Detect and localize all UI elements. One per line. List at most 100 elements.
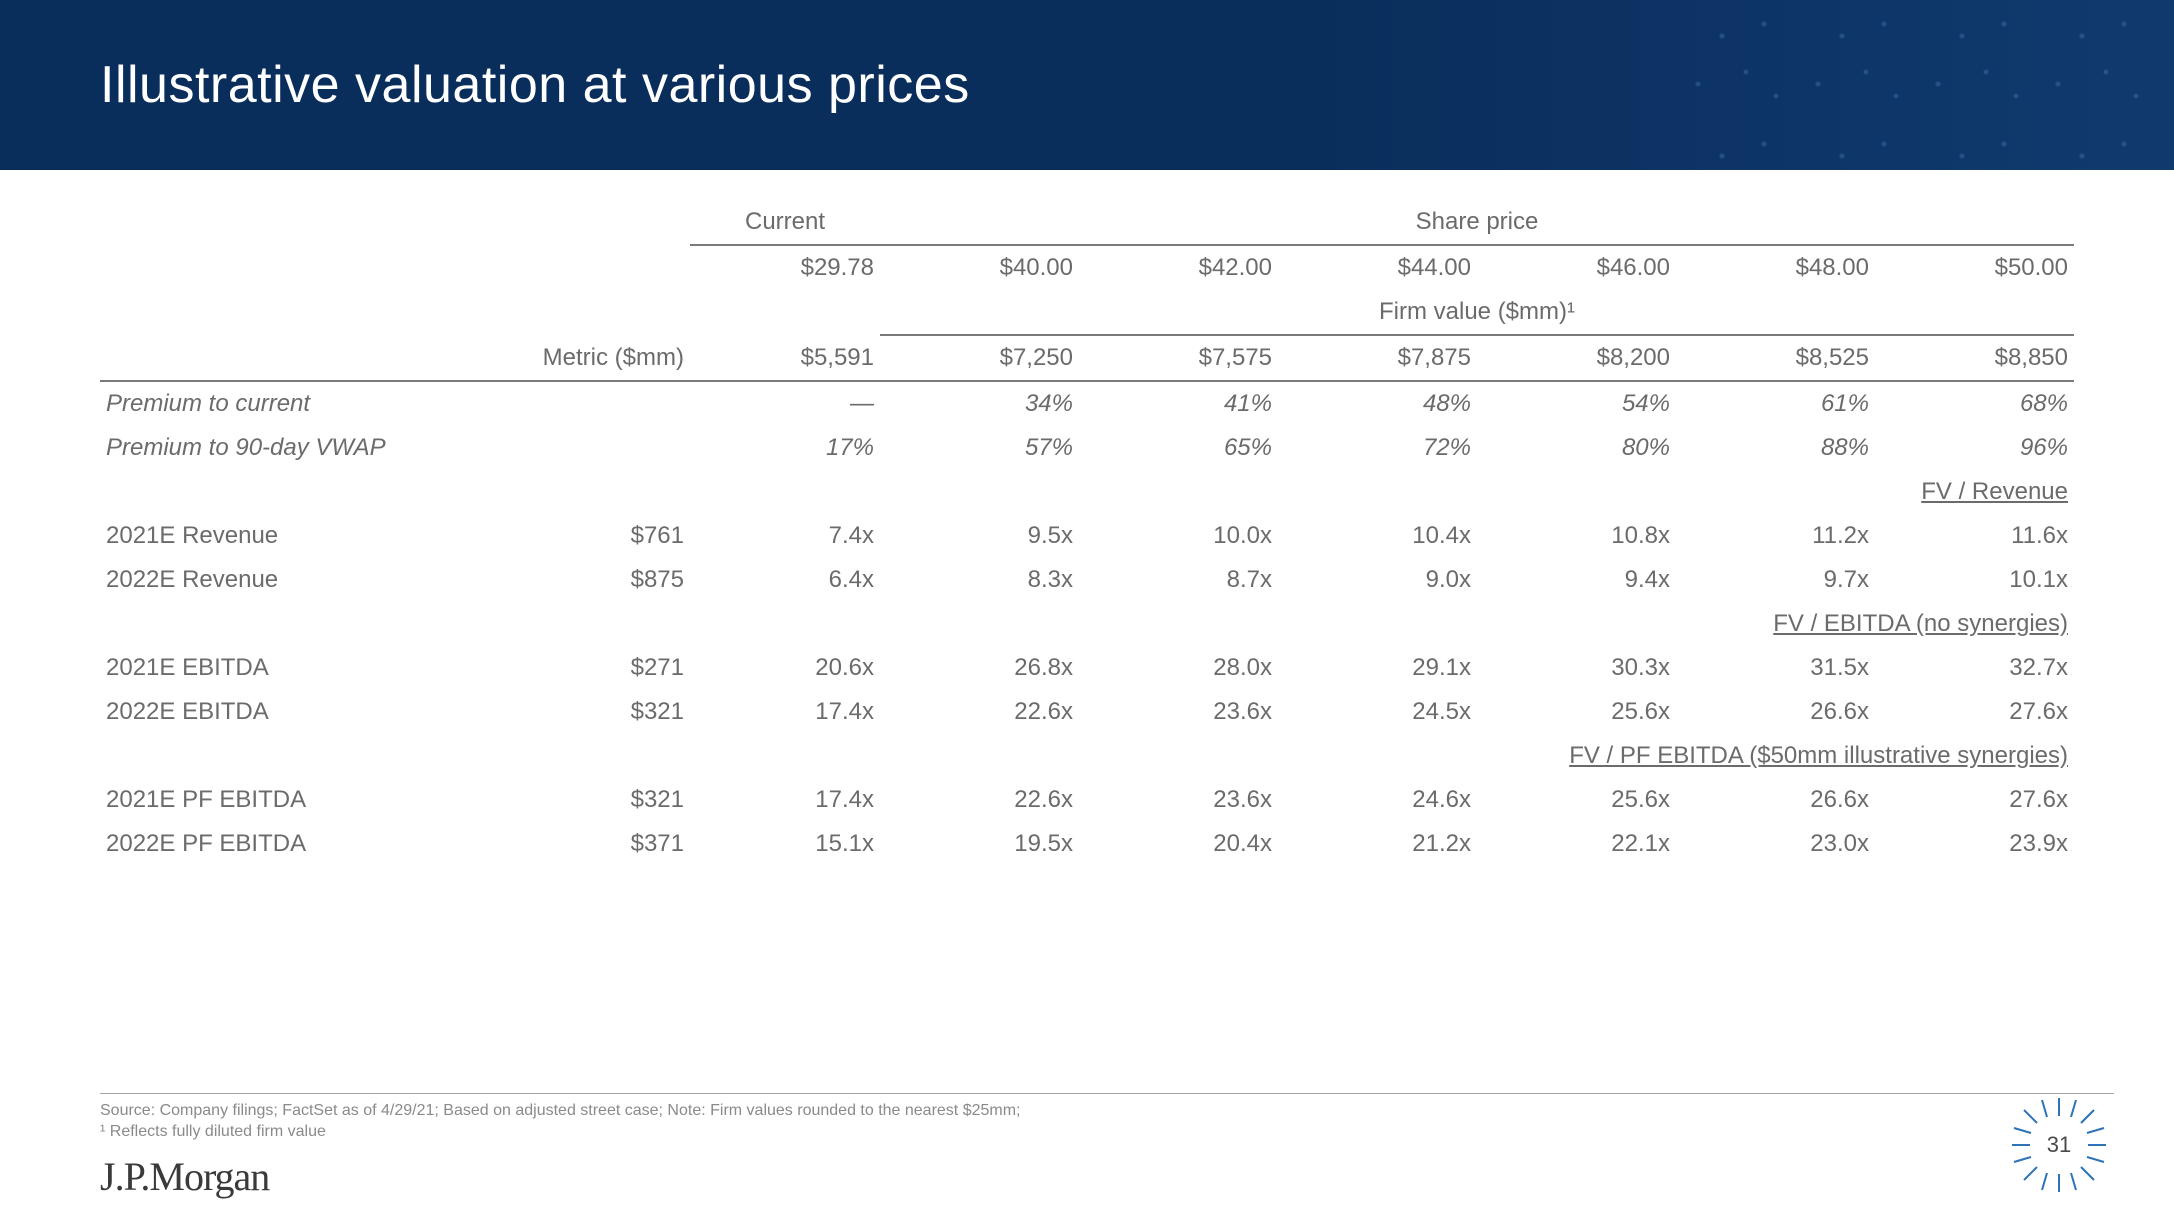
val-cell: 10.8x (1477, 514, 1676, 558)
val-cell: 96% (1875, 426, 2074, 470)
fv-cell: $7,875 (1278, 335, 1477, 381)
val-cell: 23.6x (1079, 778, 1278, 822)
val-cell: 8.3x (880, 558, 1079, 602)
val-cell: 57% (880, 426, 1079, 470)
val-cell: 48% (1278, 381, 1477, 426)
price-cell: $29.78 (690, 245, 880, 290)
metric-header: Metric ($mm) (520, 335, 690, 381)
row-label: 2022E PF EBITDA (100, 822, 520, 866)
footer: Source: Company filings; FactSet as of 4… (100, 1093, 2114, 1200)
jpm-logo: J.P.Morgan (100, 1153, 2114, 1200)
val-cell: — (690, 381, 880, 426)
val-cell: 22.6x (880, 690, 1079, 734)
footnote-text: ¹ Reflects fully diluted firm value (100, 1121, 2114, 1143)
val-cell: 17.4x (690, 690, 880, 734)
header-row-1: Current Share price (100, 200, 2074, 245)
val-cell: 26.8x (880, 646, 1079, 690)
val-cell: 21.2x (1278, 822, 1477, 866)
source-block: Source: Company filings; FactSet as of 4… (100, 1093, 2114, 1143)
metric-cell: $321 (520, 778, 690, 822)
metric-cell: $271 (520, 646, 690, 690)
val-cell: 41% (1079, 381, 1278, 426)
firm-value-row: Metric ($mm) $5,591 $7,250 $7,575 $7,875… (100, 335, 2074, 381)
val-cell: 31.5x (1676, 646, 1875, 690)
val-cell: 11.6x (1875, 514, 2074, 558)
val-cell: 24.5x (1278, 690, 1477, 734)
val-cell: 15.1x (690, 822, 880, 866)
content-area: Current Share price $29.78 $40.00 $42.00… (0, 170, 2174, 866)
fv-cell: $8,525 (1676, 335, 1875, 381)
val-cell: 34% (880, 381, 1079, 426)
val-cell: 7.4x (690, 514, 880, 558)
val-cell: 26.6x (1676, 778, 1875, 822)
valuation-table: Current Share price $29.78 $40.00 $42.00… (100, 200, 2074, 866)
val-cell: 23.0x (1676, 822, 1875, 866)
row-label: 2021E Revenue (100, 514, 520, 558)
val-cell: 65% (1079, 426, 1278, 470)
premium-current-row: Premium to current — 34% 41% 48% 54% 61%… (100, 381, 2074, 426)
val-cell: 22.6x (880, 778, 1079, 822)
val-cell: 10.1x (1875, 558, 2074, 602)
val-cell: 54% (1477, 381, 1676, 426)
val-cell: 10.4x (1278, 514, 1477, 558)
row-label: 2022E EBITDA (100, 690, 520, 734)
val-cell: 68% (1875, 381, 2074, 426)
val-cell: 27.6x (1875, 690, 2074, 734)
title-band: Illustrative valuation at various prices (0, 0, 2174, 170)
price-cell: $46.00 (1477, 245, 1676, 290)
section-fv-ebitda: FV / EBITDA (no synergies) (100, 602, 2074, 646)
val-cell: 80% (1477, 426, 1676, 470)
metric-cell: $321 (520, 690, 690, 734)
price-cell: $48.00 (1676, 245, 1875, 290)
val-cell: 32.7x (1875, 646, 2074, 690)
rev-2022-row: 2022E Revenue $875 6.4x 8.3x 8.7x 9.0x 9… (100, 558, 2074, 602)
price-cell: $40.00 (880, 245, 1079, 290)
ebitda-2022-row: 2022E EBITDA $321 17.4x 22.6x 23.6x 24.5… (100, 690, 2074, 734)
price-row: $29.78 $40.00 $42.00 $44.00 $46.00 $48.0… (100, 245, 2074, 290)
rev-2021-row: 2021E Revenue $761 7.4x 9.5x 10.0x 10.4x… (100, 514, 2074, 558)
val-cell: 23.6x (1079, 690, 1278, 734)
fv-cell: $7,575 (1079, 335, 1278, 381)
val-cell: 17% (690, 426, 880, 470)
pf-2022-row: 2022E PF EBITDA $371 15.1x 19.5x 20.4x 2… (100, 822, 2074, 866)
val-cell: 10.0x (1079, 514, 1278, 558)
ebitda-2021-row: 2021E EBITDA $271 20.6x 26.8x 28.0x 29.1… (100, 646, 2074, 690)
val-cell: 88% (1676, 426, 1875, 470)
row-label: 2021E EBITDA (100, 646, 520, 690)
price-cell: $42.00 (1079, 245, 1278, 290)
page-badge: 31 (2004, 1090, 2114, 1200)
premium-vwap-row: Premium to 90-day VWAP 17% 57% 65% 72% 8… (100, 426, 2074, 470)
val-cell: 61% (1676, 381, 1875, 426)
val-cell: 9.5x (880, 514, 1079, 558)
val-cell: 24.6x (1278, 778, 1477, 822)
fv-cell: $7,250 (880, 335, 1079, 381)
val-cell: 27.6x (1875, 778, 2074, 822)
page-number: 31 (2047, 1132, 2071, 1158)
row-label: Premium to 90-day VWAP (100, 426, 520, 470)
metric-cell: $875 (520, 558, 690, 602)
price-cell: $50.00 (1875, 245, 2074, 290)
val-cell: 28.0x (1079, 646, 1278, 690)
val-cell: 20.6x (690, 646, 880, 690)
section-fv-pf-ebitda: FV / PF EBITDA ($50mm illustrative syner… (100, 734, 2074, 778)
fv-cell: $5,591 (690, 335, 880, 381)
metric-cell: $761 (520, 514, 690, 558)
val-cell: 8.7x (1079, 558, 1278, 602)
row-label: 2021E PF EBITDA (100, 778, 520, 822)
val-cell: 11.2x (1676, 514, 1875, 558)
val-cell: 9.4x (1477, 558, 1676, 602)
val-cell: 22.1x (1477, 822, 1676, 866)
metric-cell: $371 (520, 822, 690, 866)
val-cell: 25.6x (1477, 690, 1676, 734)
val-cell: 72% (1278, 426, 1477, 470)
fv-cell: $8,850 (1875, 335, 2074, 381)
val-cell: 26.6x (1676, 690, 1875, 734)
val-cell: 30.3x (1477, 646, 1676, 690)
share-price-header: Share price (880, 200, 2074, 245)
pf-2021-row: 2021E PF EBITDA $321 17.4x 22.6x 23.6x 2… (100, 778, 2074, 822)
firm-value-header: Firm value ($mm)¹ (880, 290, 2074, 335)
slide-title: Illustrative valuation at various prices (100, 55, 970, 115)
row-label: 2022E Revenue (100, 558, 520, 602)
section-fv-revenue: FV / Revenue (100, 470, 2074, 514)
val-cell: 9.7x (1676, 558, 1875, 602)
